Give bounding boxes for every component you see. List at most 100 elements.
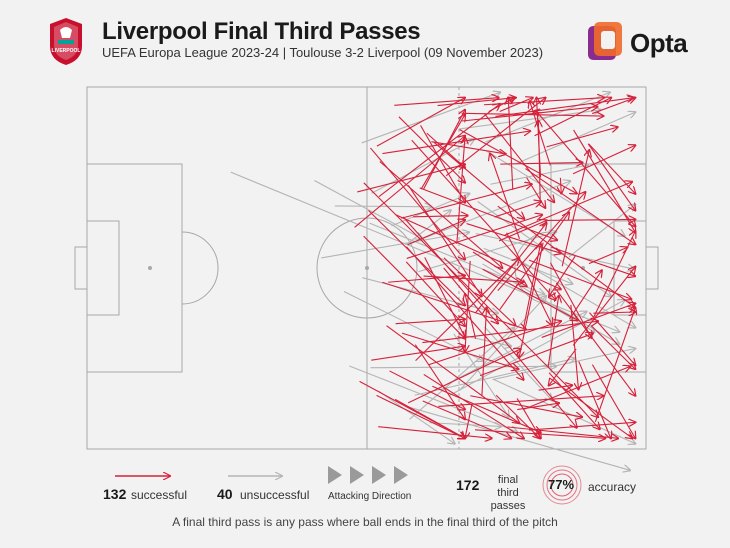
- successful-pass-arrow: [376, 394, 465, 438]
- successful-pass-arrow: [415, 258, 520, 362]
- total-count: 172: [456, 477, 480, 493]
- total-label-line1: final third: [497, 474, 519, 499]
- right-goal: [645, 246, 659, 290]
- successful-pass-arrow: [499, 98, 533, 112]
- attacking-direction-icon: [328, 466, 408, 484]
- right-penalty-area: [550, 163, 647, 373]
- left-penalty-area: [86, 163, 183, 373]
- successful-pass-arrow: [401, 184, 531, 219]
- unsuccessful-pass-arrow: [334, 206, 432, 207]
- successful-pass-arrow: [549, 255, 576, 296]
- successful-pass-arrow: [466, 223, 561, 254]
- successful-pass-arrow: [401, 332, 518, 369]
- successful-pass-arrow: [506, 232, 553, 325]
- successful-pass-arrow: [472, 251, 527, 286]
- successful-pass-arrow: [534, 109, 635, 227]
- successful-pass-arrow: [526, 177, 546, 208]
- successful-pass-arrow: [459, 129, 577, 194]
- successful-pass-arrow: [578, 361, 611, 438]
- successful-pass-arrow: [481, 308, 487, 396]
- unsuccessful-pass-arrow: [448, 300, 625, 397]
- successful-pass-arrow: [402, 216, 498, 324]
- successful-pass-arrow: [547, 219, 636, 220]
- unsuccessful-pass-arrow: [465, 335, 512, 346]
- unsuccessful-pass-arrow: [485, 92, 609, 143]
- successful-pass-arrow: [490, 153, 521, 239]
- successful-pass-arrow: [570, 304, 579, 390]
- unsuccessful-pass-arrow: [485, 150, 624, 236]
- successful-pass-arrow: [363, 182, 598, 417]
- unsuccessful-pass-arrow: [391, 194, 470, 227]
- legend-graphics: [115, 465, 582, 505]
- successful-pass-arrow: [560, 177, 561, 194]
- unsuccessful-pass-arrow: [517, 112, 636, 164]
- successful-pass-arrow: [572, 145, 635, 175]
- successful-pass-arrow: [422, 400, 511, 438]
- left-six-yard-box: [86, 220, 120, 316]
- successful-pass-arrow: [589, 312, 635, 366]
- total-label: final third passes: [486, 474, 530, 513]
- successful-pass-arrow: [354, 136, 465, 228]
- successful-pass-arrow: [363, 235, 465, 338]
- successful-pass-arrow: [422, 321, 598, 344]
- right-penalty-arc: [514, 231, 552, 305]
- successful-pass-arrow: [572, 267, 635, 346]
- centre-circle: [316, 217, 418, 319]
- unsuccessful-pass-arrow: [370, 366, 557, 367]
- successful-pass-arrow: [594, 308, 635, 422]
- successful-pass-arrow: [371, 346, 465, 361]
- successful-pass-arrow: [495, 98, 633, 117]
- successful-pass-arrow: [494, 202, 541, 218]
- successful-pass-arrow: [426, 132, 465, 168]
- successful-pass-arrow: [369, 147, 465, 260]
- successful-pass-arrow: [546, 127, 618, 148]
- successful-pass-arrow: [569, 270, 602, 320]
- successful-pass-arrow: [593, 312, 635, 313]
- successful-pass-arrow: [573, 129, 636, 232]
- unsuccessful-pass-arrow: [483, 247, 573, 283]
- successful-pass-arrow: [428, 321, 561, 366]
- successful-pass-arrow: [378, 426, 492, 439]
- crest-text: LIVERPOOL: [52, 48, 81, 54]
- successful-pass-arrow: [587, 143, 635, 211]
- successful-pass-arrow: [528, 259, 631, 299]
- successful-pass-arrow: [394, 98, 498, 106]
- successful-pass-arrow: [488, 98, 515, 113]
- successful-pass-arrow: [395, 319, 465, 325]
- successful-pass-arrow: [420, 125, 465, 202]
- unsuccessful-pass-arrow: [519, 260, 635, 328]
- successful-pass-arrow: [593, 231, 635, 318]
- successful-pass-arrow: [549, 348, 577, 386]
- successful-pass-arrow: [499, 212, 569, 310]
- successful-pass-arrow: [500, 163, 582, 165]
- successful-pass-arrow: [461, 107, 597, 122]
- liverpool-crest-icon: LIVERPOOL: [50, 18, 82, 65]
- unsuccessful-pass-arrow: [458, 296, 546, 391]
- successful-pass-arrow: [541, 303, 636, 338]
- successful-pass-arrow: [508, 98, 514, 190]
- unsuccessful-passes: [230, 92, 636, 470]
- successful-passes: [354, 98, 636, 439]
- successful-pass-arrow: [517, 403, 559, 411]
- successful-pass-arrow: [398, 116, 465, 183]
- successful-pass-arrow: [437, 98, 516, 107]
- chart-subtitle: UEFA Europa League 2023-24 | Toulouse 3-…: [102, 45, 544, 60]
- successful-pass-arrow: [406, 246, 523, 380]
- footer-note: A final third pass is any pass where bal…: [172, 515, 558, 529]
- unsuccessful-label: unsuccessful: [240, 488, 310, 502]
- accuracy-label: accuracy: [588, 480, 637, 494]
- successful-pass-arrow: [368, 210, 465, 305]
- successful-pass-arrow: [407, 185, 481, 296]
- unsuccessful-pass-arrow: [343, 291, 483, 360]
- successful-pass-arrow: [538, 120, 540, 201]
- successful-pass-arrow: [497, 205, 635, 307]
- left-penalty-arc: [181, 231, 219, 305]
- successful-pass-arrow: [519, 242, 544, 358]
- successful-pass-arrow: [386, 325, 520, 424]
- opta-brand: Opta: [630, 28, 688, 58]
- successful-pass-arrow: [525, 168, 635, 245]
- successful-pass-arrow: [588, 247, 627, 265]
- successful-pass-arrow: [534, 98, 612, 137]
- successful-pass-arrow: [376, 98, 465, 147]
